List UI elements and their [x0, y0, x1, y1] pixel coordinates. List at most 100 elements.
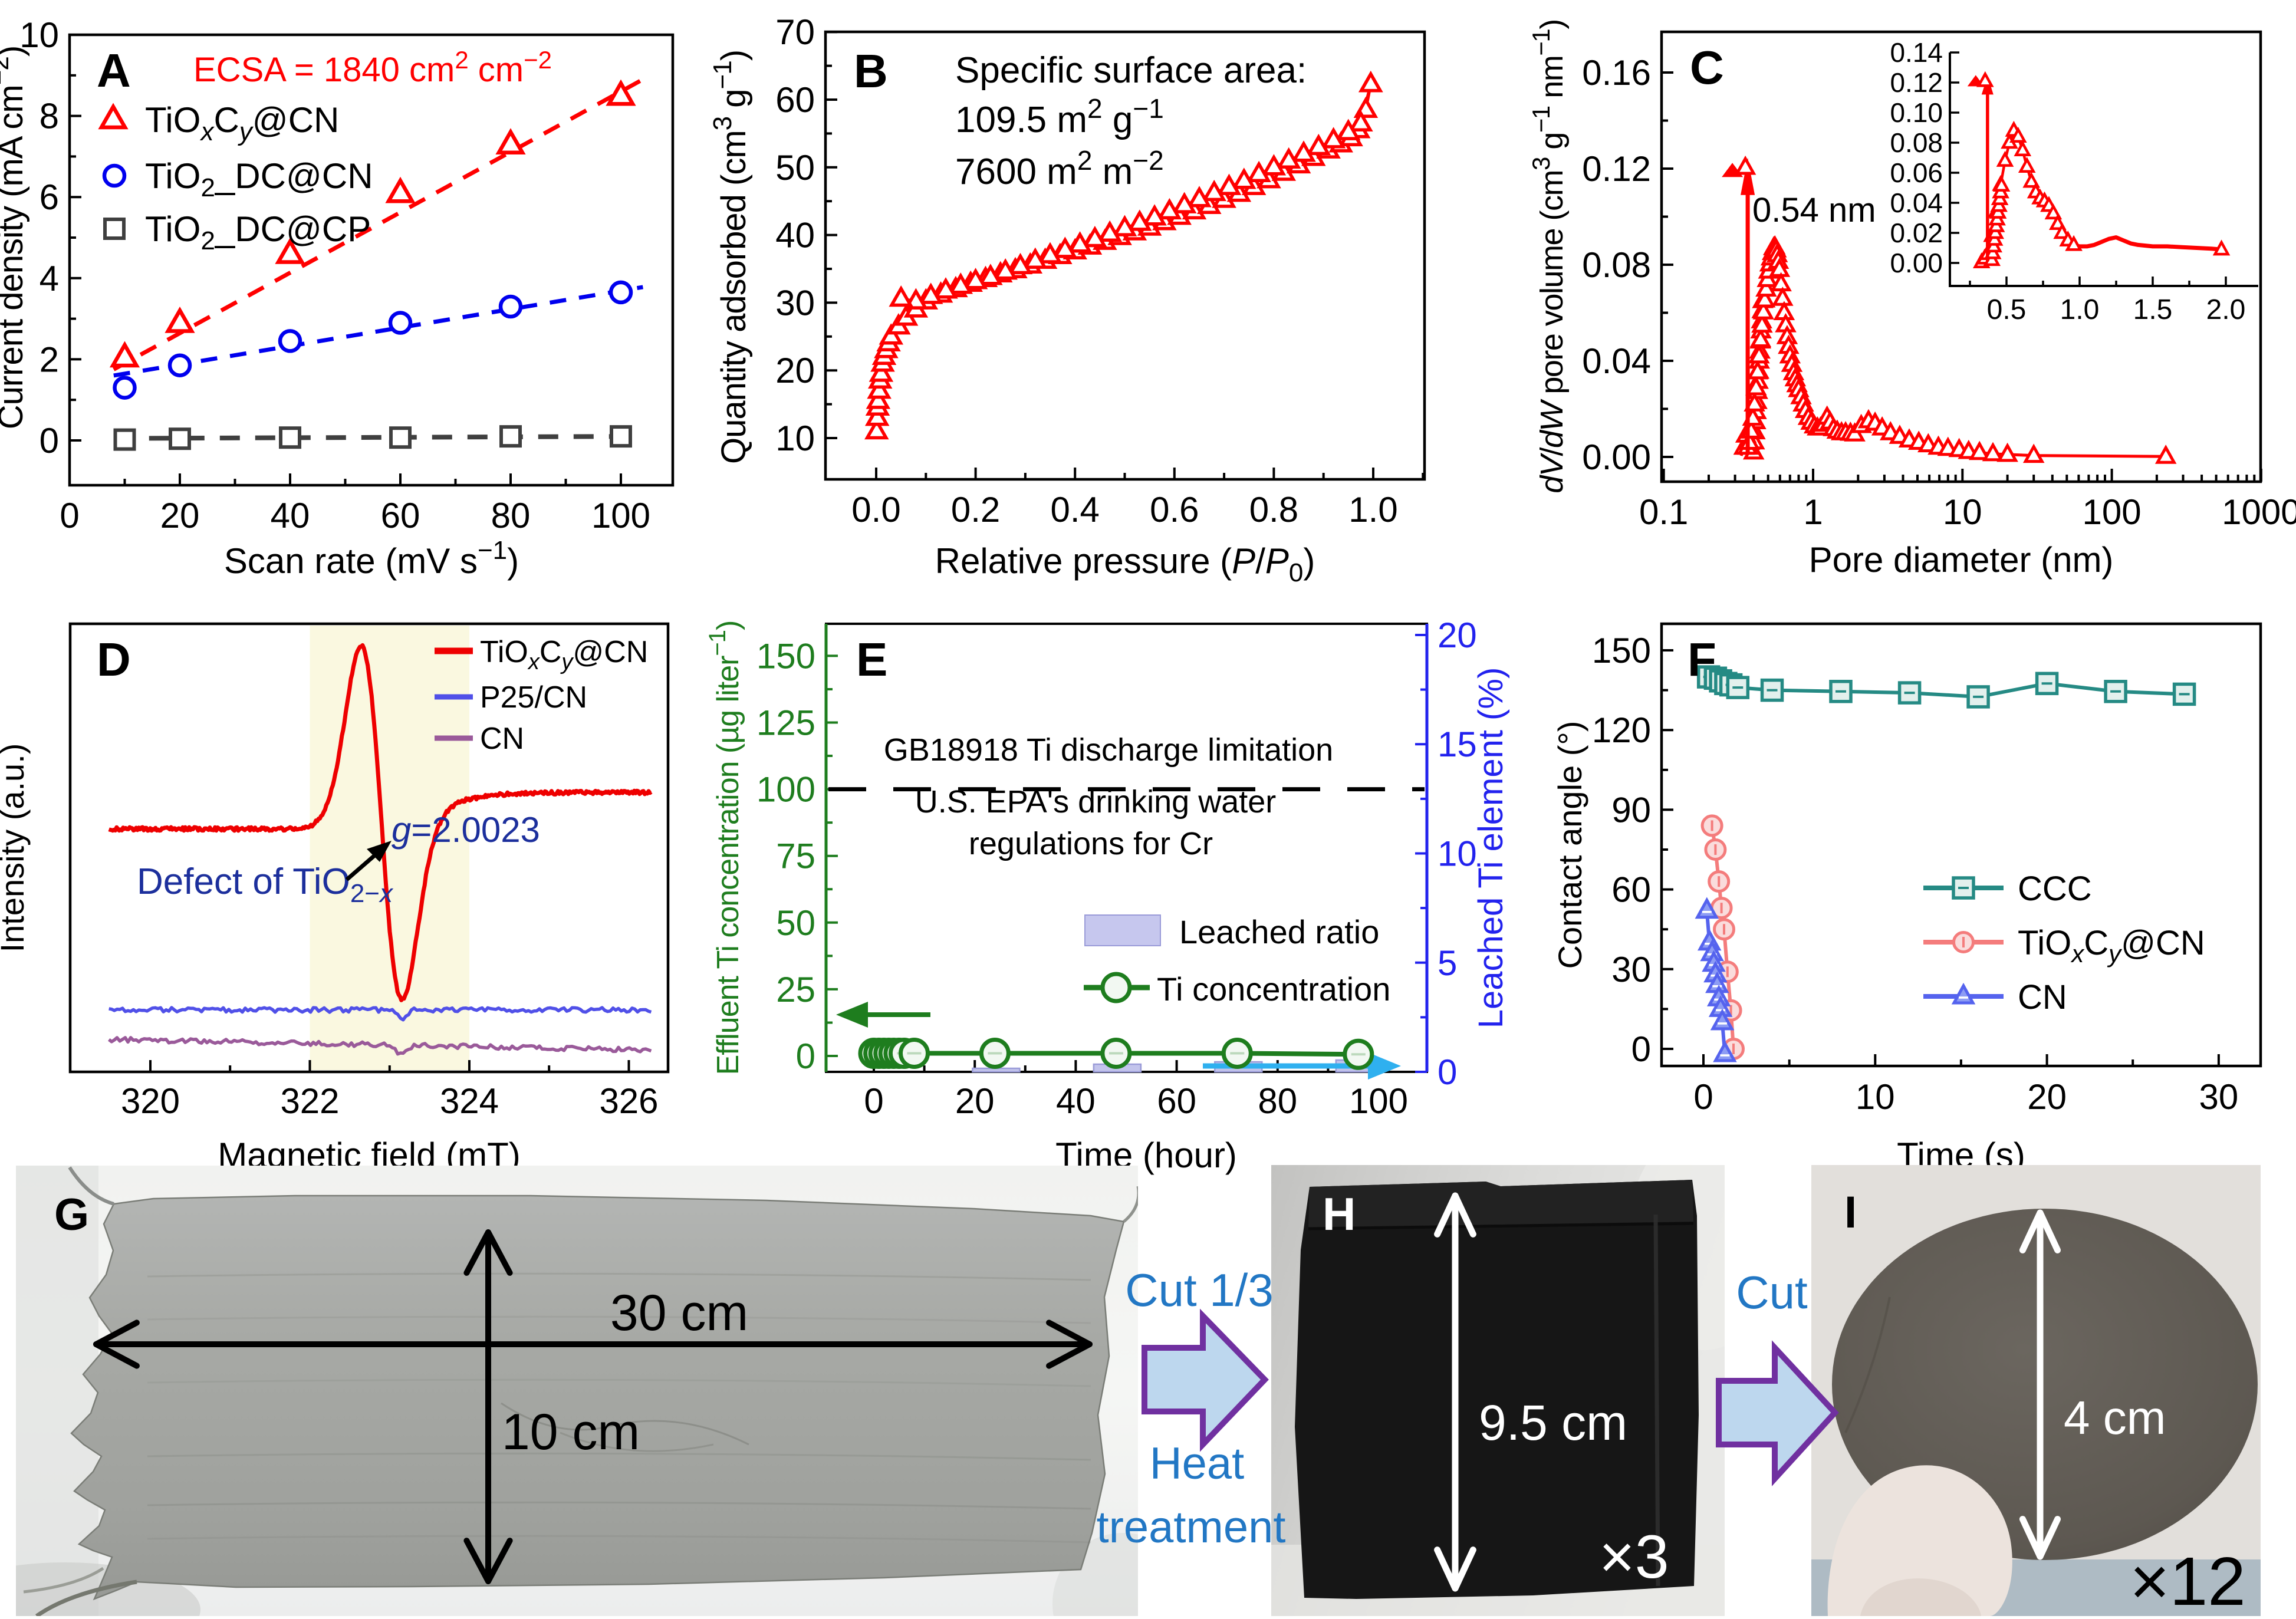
- svg-text:0.54 nm: 0.54 nm: [1752, 191, 1876, 229]
- svg-text:80: 80: [1258, 1081, 1297, 1121]
- svg-text:TiOxCy@CN: TiOxCy@CN: [145, 100, 339, 146]
- svg-text:150: 150: [756, 636, 815, 676]
- svg-text:10: 10: [1943, 492, 1982, 532]
- svg-text:125: 125: [756, 703, 815, 743]
- svg-text:0: 0: [1693, 1077, 1713, 1117]
- svg-text:1000: 1000: [2222, 492, 2296, 532]
- svg-text:H: H: [1323, 1188, 1356, 1240]
- svg-text:30 cm: 30 cm: [610, 1285, 748, 1341]
- svg-text:1.5: 1.5: [2133, 294, 2173, 325]
- svg-text:Ti concentration: Ti concentration: [1157, 970, 1390, 1008]
- svg-text:10 cm: 10 cm: [502, 1404, 640, 1460]
- svg-text:0.4: 0.4: [1050, 490, 1099, 529]
- svg-text:8: 8: [40, 97, 59, 136]
- svg-text:20: 20: [160, 496, 200, 535]
- svg-text:40: 40: [271, 496, 310, 535]
- svg-text:0.14: 0.14: [1890, 37, 1943, 68]
- svg-text:322: 322: [280, 1081, 339, 1121]
- svg-text:30: 30: [775, 283, 815, 323]
- svg-text:150: 150: [1592, 631, 1651, 670]
- svg-text:0.1: 0.1: [1639, 492, 1688, 532]
- svg-text:75: 75: [776, 837, 815, 876]
- svg-text:2.0: 2.0: [2206, 294, 2246, 325]
- svg-text:0.2: 0.2: [951, 490, 1000, 529]
- svg-text:4: 4: [40, 259, 59, 298]
- svg-text:15: 15: [1438, 725, 1477, 764]
- svg-text:0.6: 0.6: [1150, 490, 1199, 529]
- svg-text:×12: ×12: [2130, 1543, 2246, 1616]
- svg-text:D: D: [97, 633, 131, 686]
- svg-text:30: 30: [1611, 950, 1651, 989]
- svg-text:C: C: [1690, 41, 1724, 94]
- svg-text:0.04: 0.04: [1582, 341, 1651, 381]
- svg-text:1.0: 1.0: [2060, 294, 2100, 325]
- svg-text:10: 10: [1856, 1077, 1895, 1117]
- svg-text:0: 0: [864, 1081, 883, 1121]
- svg-text:30: 30: [2199, 1077, 2239, 1117]
- svg-text:0.04: 0.04: [1890, 187, 1943, 218]
- svg-text:0: 0: [1631, 1029, 1651, 1069]
- svg-text:A: A: [97, 44, 131, 97]
- svg-text:Current density (mA cm−2): Current density (mA cm−2): [0, 46, 30, 429]
- svg-text:100: 100: [591, 496, 650, 535]
- svg-text:100: 100: [2083, 492, 2142, 532]
- svg-text:0.00: 0.00: [1890, 248, 1943, 278]
- svg-text:4 cm: 4 cm: [2064, 1391, 2166, 1444]
- svg-text:2: 2: [40, 340, 59, 379]
- svg-text:20: 20: [1438, 616, 1477, 655]
- svg-text:10: 10: [19, 15, 59, 55]
- svg-text:90: 90: [1611, 790, 1651, 830]
- svg-text:U.S. EPA's drinking water: U.S. EPA's drinking water: [915, 784, 1277, 820]
- svg-text:10: 10: [775, 419, 815, 458]
- svg-text:120: 120: [1592, 710, 1651, 750]
- svg-text:0: 0: [796, 1036, 815, 1076]
- svg-text:0.08: 0.08: [1582, 245, 1651, 285]
- svg-text:0.08: 0.08: [1890, 127, 1943, 158]
- svg-text:Intensity (a.u.): Intensity (a.u.): [0, 743, 31, 953]
- svg-text:G: G: [54, 1190, 89, 1240]
- svg-text:20: 20: [2027, 1077, 2067, 1117]
- svg-text:80: 80: [491, 496, 531, 535]
- svg-text:20: 20: [775, 351, 815, 390]
- svg-text:0: 0: [60, 496, 79, 535]
- svg-text:0.00: 0.00: [1582, 437, 1651, 477]
- svg-text:Relative pressure (P/P0): Relative pressure (P/P0): [935, 541, 1315, 587]
- svg-text:dV/dW pore volume (cm3 g−1 nm−: dV/dW pore volume (cm3 g−1 nm−1): [1527, 19, 1570, 493]
- svg-text:50: 50: [775, 148, 815, 187]
- svg-text:Cut: Cut: [1736, 1266, 1808, 1318]
- svg-text:40: 40: [1056, 1081, 1096, 1121]
- svg-text:1.0: 1.0: [1348, 490, 1397, 529]
- svg-text:20: 20: [955, 1081, 995, 1121]
- svg-text:Heat: Heat: [1150, 1439, 1245, 1489]
- svg-text:CN: CN: [2018, 978, 2067, 1016]
- svg-text:100: 100: [1349, 1081, 1408, 1121]
- svg-text:0.02: 0.02: [1890, 218, 1943, 248]
- svg-text:7600 m2 m−2: 7600 m2 m−2: [955, 145, 1164, 192]
- svg-text:Scan rate (mV s−1): Scan rate (mV s−1): [224, 536, 519, 581]
- svg-text:40: 40: [775, 216, 815, 255]
- svg-text:Specific surface area:: Specific surface area:: [955, 50, 1307, 91]
- svg-text:60: 60: [381, 496, 420, 535]
- svg-text:109.5 m2 g−1: 109.5 m2 g−1: [955, 93, 1164, 140]
- svg-text:0.06: 0.06: [1890, 157, 1943, 188]
- svg-text:TiO2_DC@CN: TiO2_DC@CN: [145, 156, 373, 202]
- svg-text:g=2.0023: g=2.0023: [392, 810, 540, 850]
- svg-text:70: 70: [775, 12, 815, 52]
- svg-text:100: 100: [756, 770, 815, 809]
- svg-text:326: 326: [599, 1081, 658, 1121]
- svg-text:B: B: [854, 45, 888, 97]
- svg-text:Contact angle (°): Contact angle (°): [1551, 721, 1588, 969]
- svg-text:10: 10: [1438, 834, 1477, 874]
- svg-text:GB18918 Ti discharge limitatio: GB18918 Ti discharge limitation: [884, 732, 1333, 768]
- svg-text:CCC: CCC: [2018, 870, 2092, 908]
- svg-text:60: 60: [1157, 1081, 1196, 1121]
- svg-text:Cut 1/3: Cut 1/3: [1125, 1264, 1273, 1316]
- svg-text:320: 320: [121, 1081, 180, 1121]
- svg-text:60: 60: [775, 80, 815, 120]
- svg-text:0.8: 0.8: [1249, 490, 1298, 529]
- svg-text:Quantity adsorbed (cm3 g−1): Quantity adsorbed (cm3 g−1): [708, 50, 753, 464]
- svg-text:0.5: 0.5: [1987, 294, 2027, 325]
- svg-text:TiO2_DC@CP: TiO2_DC@CP: [145, 209, 371, 255]
- svg-text:50: 50: [776, 903, 815, 943]
- svg-text:treatment: treatment: [1096, 1502, 1285, 1552]
